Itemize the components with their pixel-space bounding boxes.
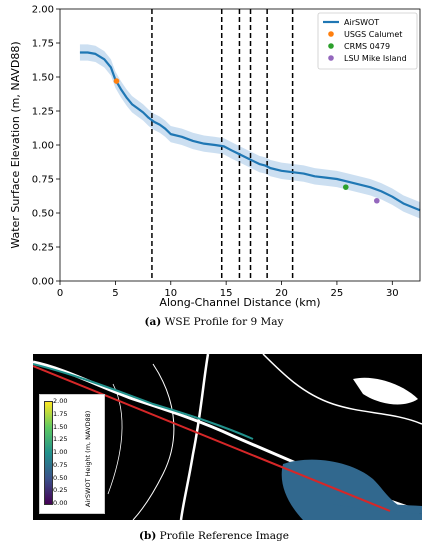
series-line-airswot [79,51,421,212]
colorbar-tick: 0.00 [53,499,68,507]
legend-box [317,12,418,70]
x-tick-label: 25 [331,288,344,299]
y-tick-label: 1.50 [32,73,54,84]
profile-reference-map: 2.00 1.75 1.50 1.25 1.00 0.75 0.50 0.25 … [33,354,422,520]
colorbar-tick: 0.50 [53,473,68,482]
colorbar-tick: 0.75 [53,460,68,469]
caption-a: (a) WSE Profile for 9 May [0,316,428,328]
y-axis-title: Water Surface Elevation (m, NAVD88) [9,41,22,248]
uncertainty-band-layer [79,44,420,219]
y-tick-label: 0.75 [32,175,54,186]
y-tick-label: 2.00 [32,5,54,16]
x-tick-label: 30 [386,288,399,299]
colorbar: 2.00 1.75 1.50 1.25 1.00 0.75 0.50 0.25 … [39,394,105,514]
y-ticks: 0.00 0.25 0.50 0.75 1.00 1.25 1.50 1.75 2.00 [32,5,60,288]
colorbar-gradient [44,401,53,505]
caption-b: (b) Profile Reference Image [0,530,428,542]
caption-b-letter: (b) [139,530,157,542]
legend-label-airswot: AirSWOT [344,18,379,27]
y-tick-label: 0.50 [32,209,54,220]
x-tick-label: 20 [275,288,288,299]
colorbar-tick: 1.25 [53,435,68,444]
profile-line [33,365,391,512]
data-point-usgs-calumet [113,78,120,84]
x-tick-label: 10 [164,288,177,299]
legend-swatch-usgs [328,31,334,37]
colorbar-label: AirSWOT Height (m, NAVD88) [84,410,92,507]
y-tick-label: 1.75 [32,39,54,50]
data-point-crms-0479 [342,184,349,190]
colorbar-tick: 1.75 [53,409,68,418]
caption-a-letter: (a) [144,316,162,328]
x-axis-title: Along-Channel Distance (km) [159,296,320,309]
y-tick-label: 1.25 [32,107,54,118]
marsh-channel-east [262,354,422,425]
legend-swatch-crms [328,43,334,49]
x-ticks: 0 5 10 15 20 25 30 [57,281,399,299]
wse-profile-chart: 0 5 10 15 20 25 30 0.00 0.25 0.50 0.75 1.00 1.25 1.5… [9,5,421,309]
y-tick-label: 0.00 [32,277,54,288]
gauge-points-layer [113,78,380,204]
river-branch-north [179,354,210,520]
colorbar-tick: 0.25 [53,486,68,495]
x-tick-label: 15 [220,288,233,299]
data-point-lsu-mike-island [374,197,380,204]
legend-label-lsu: LSU Mike Island [344,54,407,63]
swot-river-segment [33,363,254,440]
y-tick-label: 0.25 [32,243,54,254]
caption-b-text: Profile Reference Image [156,530,289,542]
series-line-layer [79,51,421,212]
legend-label-usgs: USGS Calumet [344,30,402,39]
legend-label-crms: CRMS 0479 [344,42,390,51]
legend: AirSWOT USGS Calumet CRMS 0479 LSU Mike … [317,12,418,70]
colorbar-tick: 1.00 [53,448,68,456]
colorbar-tick: 1.50 [53,422,68,431]
caption-a-text: WSE Profile for 9 May [161,316,284,328]
x-tick-label: 0 [57,288,63,299]
map-drawing [33,354,422,520]
uncertainty-band [79,44,420,219]
x-tick-label: 5 [112,288,118,299]
y-tick-label: 1.00 [32,141,54,152]
bay-outlet [333,494,422,514]
marsh-channel-mid [132,363,175,520]
colorbar-tick: 2.00 [53,397,68,405]
legend-swatch-lsu [328,55,334,61]
marsh-lake [353,377,418,405]
